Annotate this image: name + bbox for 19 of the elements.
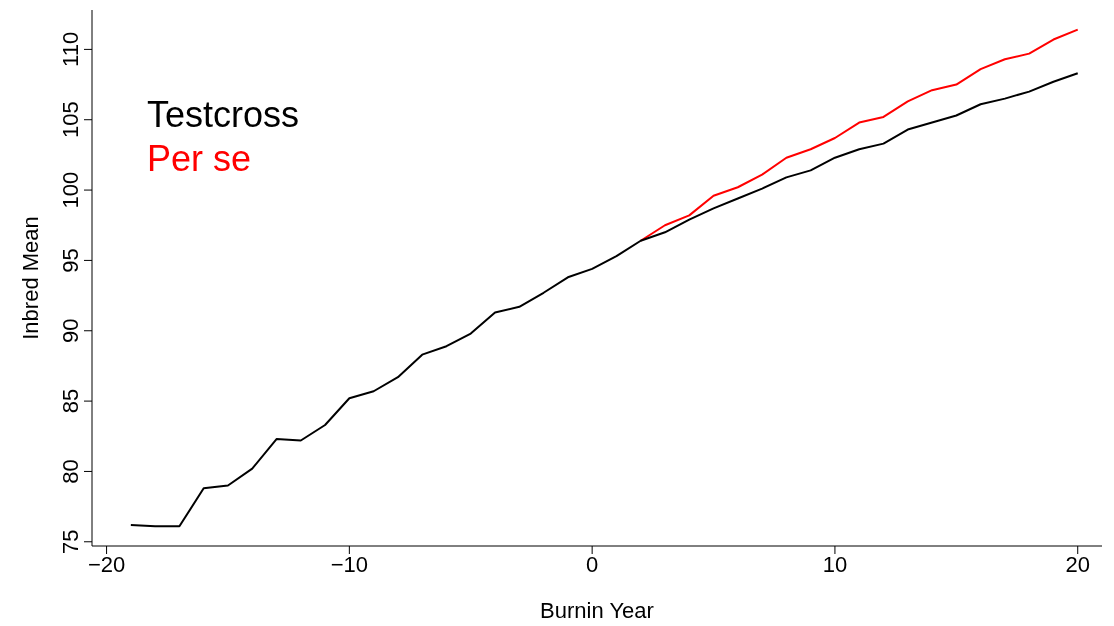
text: Testcross [147,93,300,137]
y-tick-label: 95 [58,248,83,273]
line-series [129,72,1079,528]
y-tick-label: 105 [58,101,83,139]
y-tick-label: 80 [58,459,83,484]
y-axis-title: Inbred Mean [17,216,43,340]
x-tick-label: −20 [87,551,126,577]
y-tick-label: 75 [58,529,83,555]
x-axis-title: Burnin Year [540,598,654,623]
x-tick-label: 0 [586,551,599,577]
y-tick-label: 110 [58,31,83,67]
y-tick-label: 100 [58,171,83,209]
x-tick-label: −10 [330,551,369,577]
y-tick-label: 90 [58,318,83,343]
y-tick-label: 85 [58,388,83,414]
text: Per se [147,137,253,181]
x-tick-label: 10 [822,551,848,577]
line-series [639,28,1079,242]
x-tick-label: 20 [1065,551,1090,577]
